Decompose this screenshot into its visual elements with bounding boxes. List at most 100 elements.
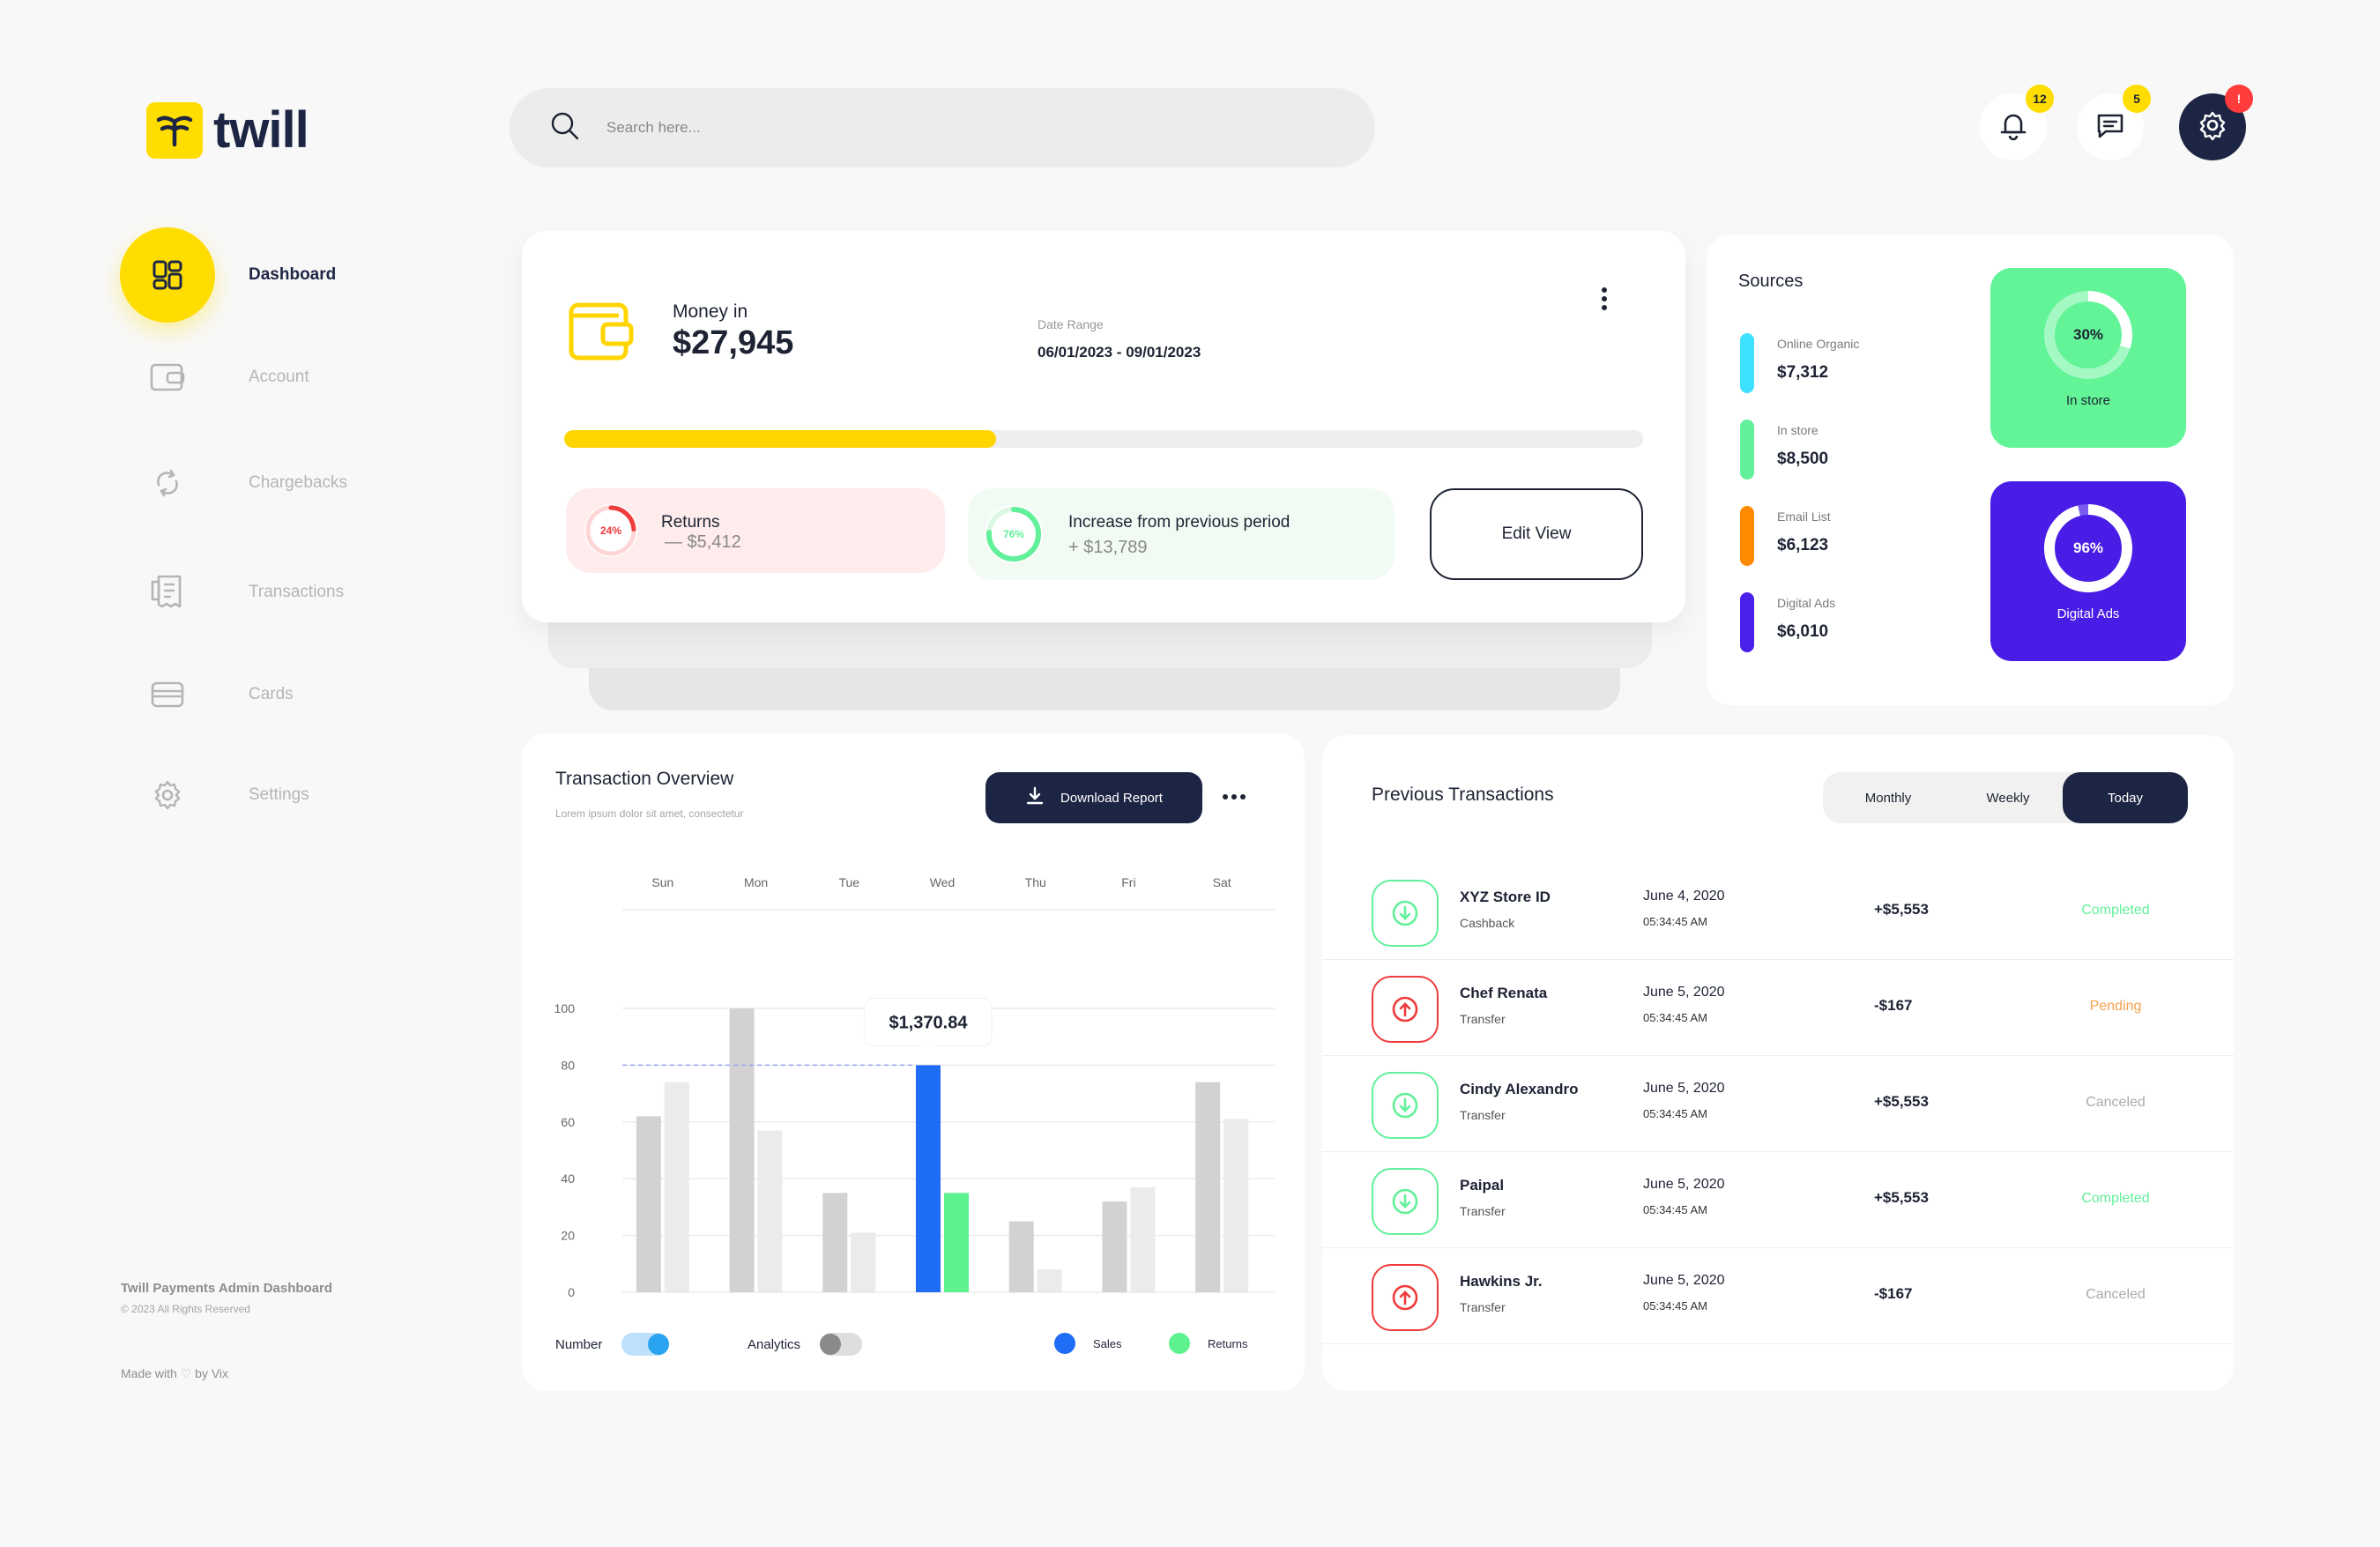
settings-header-button[interactable]: ! [2179, 85, 2253, 160]
x-tick-label: Thu [1025, 875, 1046, 889]
source-color-bar [1740, 420, 1754, 480]
source-tile-in-store[interactable]: 30% In store [1990, 268, 2186, 448]
source-color-bar [1740, 333, 1754, 393]
chat-icon [2094, 108, 2127, 146]
edit-view-button[interactable]: Edit View [1430, 488, 1643, 580]
card-icon [120, 647, 215, 742]
table-row[interactable]: XYZ Store ID Cashback June 4, 2020 05:34:45… [1322, 864, 2234, 960]
legend-sales[interactable]: Sales [1054, 1333, 1122, 1354]
legend-returns[interactable]: Returns [1169, 1333, 1248, 1354]
sidebar-item-dashboard[interactable]: Dashboard [120, 227, 472, 323]
source-label: Online Organic [1777, 337, 1860, 351]
bar-returns-tue [851, 1232, 876, 1292]
bar-returns-sun [664, 1082, 689, 1292]
transaction-time: 05:34:45 AM [1643, 1107, 1707, 1120]
tab-today[interactable]: Today [2063, 772, 2188, 823]
footer-copyright: © 2023 All Rights Reserved [121, 1303, 250, 1315]
money-progress-bar [564, 430, 1643, 448]
made-with-prefix: Made with [121, 1366, 177, 1380]
notifications-button[interactable]: 12 [1980, 85, 2054, 160]
bar-sales-thu [1008, 1221, 1034, 1292]
date-range-value[interactable]: 06/01/2023 - 09/01/2023 [1038, 344, 1201, 361]
transaction-time: 05:34:45 AM [1643, 1203, 1707, 1216]
wallet-icon [120, 330, 215, 425]
source-tile-digital-ads[interactable]: 96% Digital Ads [1990, 481, 2186, 661]
sources-title: Sources [1738, 271, 1804, 291]
footer-title: Twill Payments Admin Dashboard [121, 1281, 333, 1296]
sidebar-item-settings[interactable]: Settings [120, 747, 472, 843]
source-value: $8,500 [1777, 450, 1829, 468]
y-tick-label: 80 [561, 1058, 575, 1072]
y-tick-label: 20 [561, 1229, 575, 1243]
source-item-online-organic[interactable]: Online Organic $7,312 [1740, 333, 1859, 393]
money-in-value: $27,945 [673, 324, 794, 361]
sources-card: Sources Online Organic $7,312 In store $8,… [1707, 234, 2234, 705]
notifications-count-badge: 12 [2026, 85, 2054, 113]
bar-sales-sun [636, 1116, 661, 1292]
x-tick-label: Sun [651, 875, 673, 889]
brand-logo[interactable]: twill [146, 100, 309, 160]
arrow-down-circle-icon [1372, 880, 1439, 947]
search-input[interactable]: Search here... [606, 119, 701, 136]
table-row[interactable]: Hawkins Jr. Transfer June 5, 2020 05:34:45 … [1322, 1248, 2234, 1344]
tab-weekly[interactable]: Weekly [1986, 790, 2030, 806]
table-row[interactable]: Paipal Transfer June 5, 2020 05:34:45 AM +$5… [1322, 1152, 2234, 1248]
messages-button[interactable]: 5 [2077, 85, 2151, 160]
arrow-up-circle-icon [1372, 976, 1439, 1043]
transaction-overview-card: 0 20 40 60 80 100 Sun Mon Tue Wed $1,370.84 Thu Fri S… [522, 733, 1305, 1391]
table-row[interactable]: Cindy Alexandro Transfer June 5, 2020 05:34… [1322, 1056, 2234, 1152]
y-tick-label: 40 [561, 1171, 575, 1186]
number-toggle[interactable] [621, 1333, 670, 1356]
x-tick-label: Wed [930, 875, 956, 889]
sidebar-item-label: Account [249, 368, 309, 386]
bar-sales-mon [729, 1008, 755, 1292]
transaction-date: June 5, 2020 [1643, 1177, 1725, 1192]
arrow-down-circle-icon [1372, 1168, 1439, 1235]
settings-alert-badge: ! [2225, 85, 2253, 113]
source-item-digital-ads[interactable]: Digital Ads $6,010 [1740, 592, 1835, 652]
overview-more-icon[interactable] [1216, 783, 1252, 811]
sidebar-item-chargebacks[interactable]: Chargebacks [120, 435, 472, 531]
download-icon [1025, 786, 1045, 809]
source-item-email-list[interactable]: Email List $6,123 [1740, 506, 1831, 566]
transaction-time: 05:34:45 AM [1643, 1299, 1707, 1313]
download-report-button[interactable]: Download Report [985, 772, 1202, 823]
refresh-icon [120, 435, 215, 531]
transaction-amount: +$5,553 [1874, 901, 1929, 918]
transaction-type: Transfer [1460, 1204, 1506, 1218]
search-bar[interactable]: Search here... [509, 88, 1375, 167]
analytics-toggle[interactable] [820, 1333, 863, 1356]
more-options-icon[interactable] [1599, 286, 1610, 316]
toggle-knob [820, 1334, 842, 1355]
tab-monthly[interactable]: Monthly [1864, 790, 1912, 806]
sidebar-item-transactions[interactable]: Transactions [120, 545, 472, 640]
tile-percent: 30% [2072, 326, 2104, 343]
analytics-toggle-group: Analytics [747, 1333, 863, 1356]
bar-sales-tue [822, 1193, 848, 1292]
bar-returns-sat [1223, 1119, 1249, 1292]
twill-logo-icon [146, 101, 203, 159]
sidebar-item-cards[interactable]: Cards [120, 647, 472, 742]
source-label: In store [1777, 423, 1818, 437]
table-row[interactable]: Chef Renata Transfer June 5, 2020 05:34:45 … [1322, 960, 2234, 1056]
x-tick-label: Fri [1121, 875, 1135, 889]
money-in-card: Money in $27,945 Date Range 06/01/2023 -… [522, 231, 1685, 622]
heart-icon: ♡ [180, 1366, 192, 1380]
transaction-name: Paipal [1460, 1177, 1505, 1194]
transaction-amount: -$167 [1874, 997, 1913, 1014]
date-range-label: Date Range [1038, 317, 1104, 331]
source-color-bar [1740, 506, 1754, 566]
in-store-ring: 30% [2042, 289, 2134, 381]
bar-returns-wed [944, 1193, 969, 1292]
bar-returns-thu [1037, 1269, 1062, 1292]
bar-sales-fri [1102, 1201, 1127, 1292]
transaction-time: 05:34:45 AM [1643, 1011, 1707, 1024]
sidebar-item-account[interactable]: Account [120, 330, 472, 425]
transaction-amount: -$167 [1874, 1285, 1913, 1302]
previous-transactions-title: Previous Transactions [1372, 785, 1554, 805]
source-item-in-store[interactable]: In store $8,500 [1740, 420, 1828, 480]
transaction-amount: +$5,553 [1874, 1093, 1929, 1110]
transaction-status: Pending [2089, 999, 2142, 1014]
source-color-bar [1740, 592, 1754, 652]
sidebar-item-label: Transactions [249, 583, 345, 601]
